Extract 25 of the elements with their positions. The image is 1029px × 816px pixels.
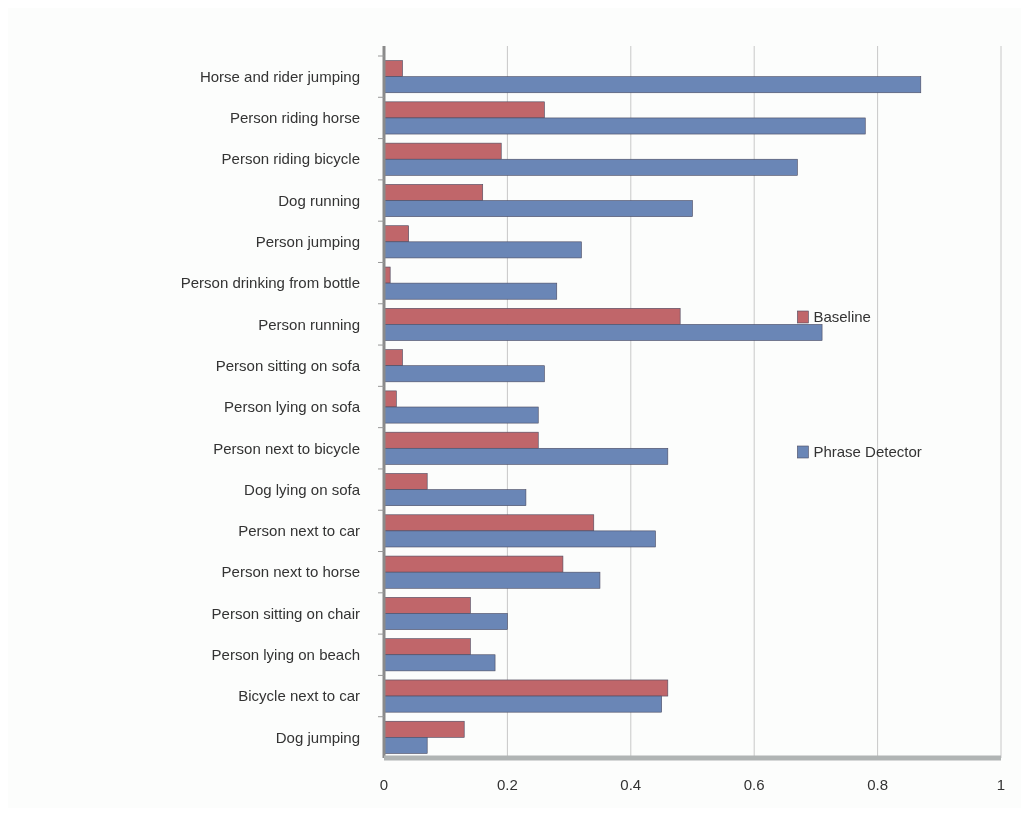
y-tick-label: Person sitting on sofa bbox=[215, 356, 361, 374]
y-tick-label: Horse and rider jumping bbox=[199, 67, 360, 85]
y-tick-label: Person riding horse bbox=[229, 109, 360, 127]
y-tick-label: Person lying on beach bbox=[211, 646, 360, 664]
y-tick-label: Dog lying on sofa bbox=[244, 480, 361, 498]
x-tick-label: 0.6 bbox=[743, 776, 765, 793]
y-tick-label: Bicycle next to car bbox=[238, 687, 360, 705]
y-tick-label: Person sitting on chair bbox=[211, 604, 360, 622]
x-tick-label: 0 bbox=[379, 776, 389, 793]
legend-label: Phrase Detector bbox=[813, 443, 922, 461]
y-tick-label: Person riding bicycle bbox=[221, 150, 360, 168]
y-tick-label: Dog jumping bbox=[275, 728, 360, 746]
y-tick-label: Person lying on sofa bbox=[224, 398, 361, 416]
y-tick-label: Dog running bbox=[278, 191, 360, 209]
x-tick-label: 0.2 bbox=[496, 776, 518, 793]
y-tick-label: Person next to bicycle bbox=[213, 439, 360, 457]
y-tick-label: Person drinking from bottle bbox=[180, 274, 360, 292]
y-tick-label: Person jumping bbox=[255, 233, 360, 251]
legend-label: Baseline bbox=[813, 308, 871, 326]
y-tick-label: Person running bbox=[258, 315, 360, 333]
x-tick-label: 0.4 bbox=[620, 776, 642, 793]
y-tick-label: Person next to horse bbox=[221, 563, 360, 581]
y-tick-label: Person next to car bbox=[238, 522, 360, 540]
x-tick-label: 1 bbox=[996, 776, 1006, 793]
x-tick-label: 0.8 bbox=[867, 776, 889, 793]
